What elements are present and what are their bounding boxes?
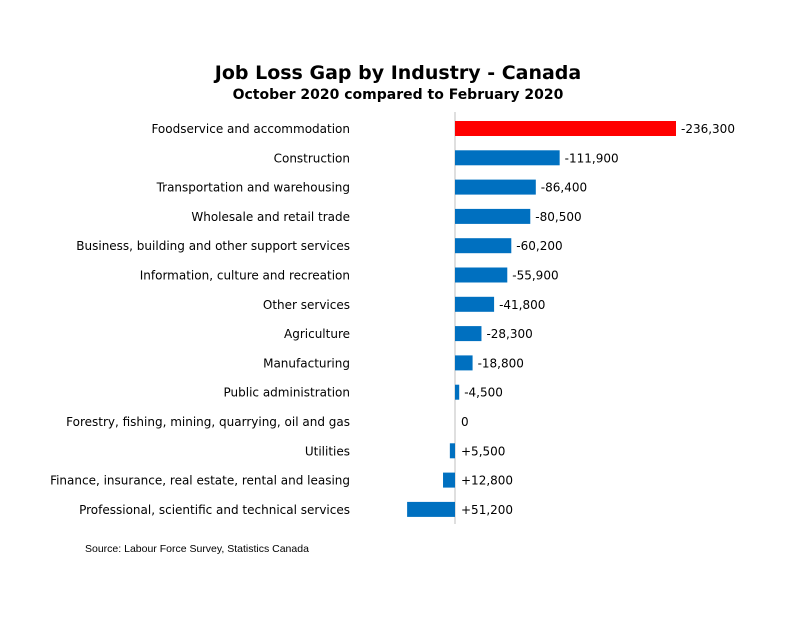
bar xyxy=(455,267,508,283)
data-label: +5,500 xyxy=(461,444,505,458)
bar xyxy=(455,150,560,166)
category-label: Agriculture xyxy=(284,327,350,341)
data-label: -80,500 xyxy=(535,210,581,224)
bar xyxy=(455,355,473,371)
data-label: -41,800 xyxy=(499,298,545,312)
category-label: Wholesale and retail trade xyxy=(191,210,350,224)
bar xyxy=(449,443,455,459)
bar xyxy=(455,179,536,195)
data-label: 0 xyxy=(461,415,469,429)
chart-subtitle: October 2020 compared to February 2020 xyxy=(232,87,564,103)
bar xyxy=(455,238,512,254)
category-label: Transportation and warehousing xyxy=(156,181,350,195)
data-label: -18,800 xyxy=(478,356,524,370)
data-label: +12,800 xyxy=(461,474,513,488)
category-label: Finance, insurance, real estate, rental … xyxy=(50,474,350,488)
category-label: Manufacturing xyxy=(263,356,350,370)
bar xyxy=(455,384,460,400)
data-label: -236,300 xyxy=(681,122,735,136)
bar xyxy=(455,296,495,312)
category-label: Information, culture and recreation xyxy=(140,269,350,283)
bar xyxy=(443,472,455,488)
bar xyxy=(455,208,531,224)
bar xyxy=(455,326,482,342)
category-label: Professional, scientific and technical s… xyxy=(79,503,350,517)
category-label: Utilities xyxy=(305,444,350,458)
bar xyxy=(407,501,455,517)
data-label: -86,400 xyxy=(541,181,587,195)
category-label: Other services xyxy=(263,298,350,312)
data-label: -60,200 xyxy=(516,239,562,253)
category-label: Forestry, fishing, mining, quarrying, oi… xyxy=(66,415,350,429)
data-label: +51,200 xyxy=(461,503,513,517)
category-label: Business, building and other support ser… xyxy=(76,239,350,253)
data-label: -111,900 xyxy=(565,151,619,165)
category-label: Construction xyxy=(274,151,350,165)
category-label: Public administration xyxy=(224,386,351,400)
chart-title: Job Loss Gap by Industry - Canada xyxy=(214,62,582,84)
data-label: -28,300 xyxy=(486,327,532,341)
source-note: Source: Labour Force Survey, Statistics … xyxy=(85,543,309,555)
category-label: Foodservice and accommodation xyxy=(151,122,350,136)
bar xyxy=(455,121,676,136)
data-label: -55,900 xyxy=(512,269,558,283)
data-label: -4,500 xyxy=(464,386,503,400)
